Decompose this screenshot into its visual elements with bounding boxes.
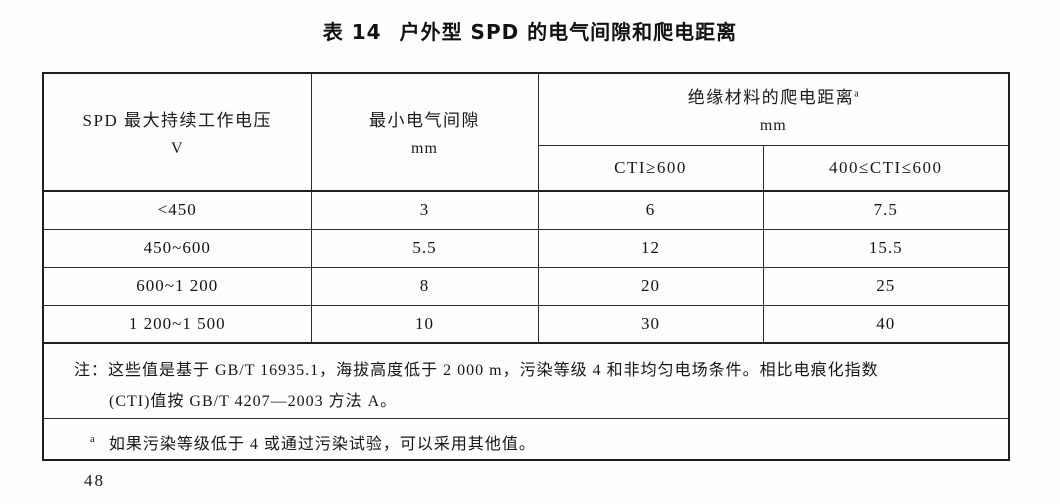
cell-voltage: <450 (42, 190, 312, 230)
table-header: SPD 最大持续工作电压 V 最小电气间隙 mm 绝缘材料的爬电距离a mm C… (42, 72, 1010, 192)
table-body: <450 3 6 7.5 450~600 5.5 12 15.5 600~1 2… (42, 190, 1010, 344)
subheader-cti-mid: 400≤CTI≤600 (762, 144, 1010, 192)
spd-clearance-creepage-table: SPD 最大持续工作电压 V 最小电气间隙 mm 绝缘材料的爬电距离a mm C… (42, 72, 1011, 461)
cell-clearance: 10 (310, 304, 539, 344)
footnote-text: 如果污染等级低于 4 或通过污染试验，可以采用其他值。 (108, 435, 536, 453)
header-row-top: SPD 最大持续工作电压 V 最小电气间隙 mm 绝缘材料的爬电距离a mm (42, 72, 1010, 192)
header-creepage-group: 绝缘材料的爬电距离a mm (537, 72, 1010, 146)
header-voltage: SPD 最大持续工作电压 V (42, 72, 312, 192)
table-caption-number: 表 14 (322, 20, 382, 44)
header-row-sub: CTI≥600 400≤CTI≤600 (43, 144, 1010, 192)
footnote-reference-mark: a (854, 88, 859, 100)
table-row: 600~1 200 8 20 25 (42, 266, 1010, 306)
cell-voltage: 1 200~1 500 (42, 304, 312, 344)
header-creepage-title-text: 绝缘材料的爬电距离 (687, 88, 855, 108)
note-row: 注：这些值是基于 GB/T 16935.1，海拔高度低于 2 000 m，污染等… (42, 342, 1010, 419)
header-creepage-title: 绝缘材料的爬电距离a (539, 83, 1009, 108)
cell-cti400: 40 (762, 304, 1010, 344)
cell-clearance: 5.5 (310, 228, 539, 268)
cell-clearance: 3 (310, 190, 539, 230)
cell-clearance: 8 (310, 266, 539, 306)
note-line-1: 注：这些值是基于 GB/T 16935.1，海拔高度低于 2 000 m，污染等… (74, 355, 994, 386)
header-voltage-title: SPD 最大持续工作电压 (82, 111, 272, 130)
cell-voltage: 450~600 (42, 228, 312, 268)
table-note: 注：这些值是基于 GB/T 16935.1，海拔高度低于 2 000 m，污染等… (42, 342, 1010, 419)
cell-cti600: 12 (537, 228, 764, 268)
cell-cti600: 6 (537, 190, 764, 230)
header-clearance: 最小电气间隙 mm (310, 72, 539, 192)
cell-cti400: 7.5 (762, 190, 1010, 230)
table-row: <450 3 6 7.5 (42, 190, 1010, 230)
cell-cti400: 15.5 (762, 228, 1010, 268)
header-clearance-unit: mm (411, 140, 438, 157)
header-clearance-title: 最小电气间隙 (369, 111, 480, 130)
cell-cti400: 25 (762, 266, 1010, 306)
footnote-marker: a (90, 433, 95, 446)
table-footnote: a 如果污染等级低于 4 或通过污染试验，可以采用其他值。 (42, 417, 1010, 461)
table-row: 450~600 5.5 12 15.5 (42, 228, 1010, 268)
note-line-2: (CTI)值按 GB/T 4207—2003 方法 A。 (109, 393, 398, 410)
cell-cti600: 20 (537, 266, 764, 306)
table-row: 1 200~1 500 10 30 40 (42, 304, 1010, 344)
subheader-cti-high: CTI≥600 (537, 144, 764, 192)
header-creepage-unit: mm (759, 117, 787, 135)
cell-cti600: 30 (537, 304, 764, 344)
note-label: 注： (74, 362, 109, 379)
cell-voltage: 600~1 200 (42, 266, 312, 306)
table-caption: 表 14 户外型 SPD 的电气间隙和爬电距离 (0, 16, 1060, 45)
table-notes: 注：这些值是基于 GB/T 16935.1，海拔高度低于 2 000 m，污染等… (42, 342, 1010, 461)
header-voltage-unit: V (170, 140, 184, 157)
footnote-row: a 如果污染等级低于 4 或通过污染试验，可以采用其他值。 (42, 417, 1010, 461)
table-caption-title: 户外型 SPD 的电气间隙和爬电距离 (399, 20, 738, 44)
page-number: 48 (84, 471, 105, 490)
note-text-1: 这些值是基于 GB/T 16935.1，海拔高度低于 2 000 m，污染等级 … (108, 362, 879, 379)
